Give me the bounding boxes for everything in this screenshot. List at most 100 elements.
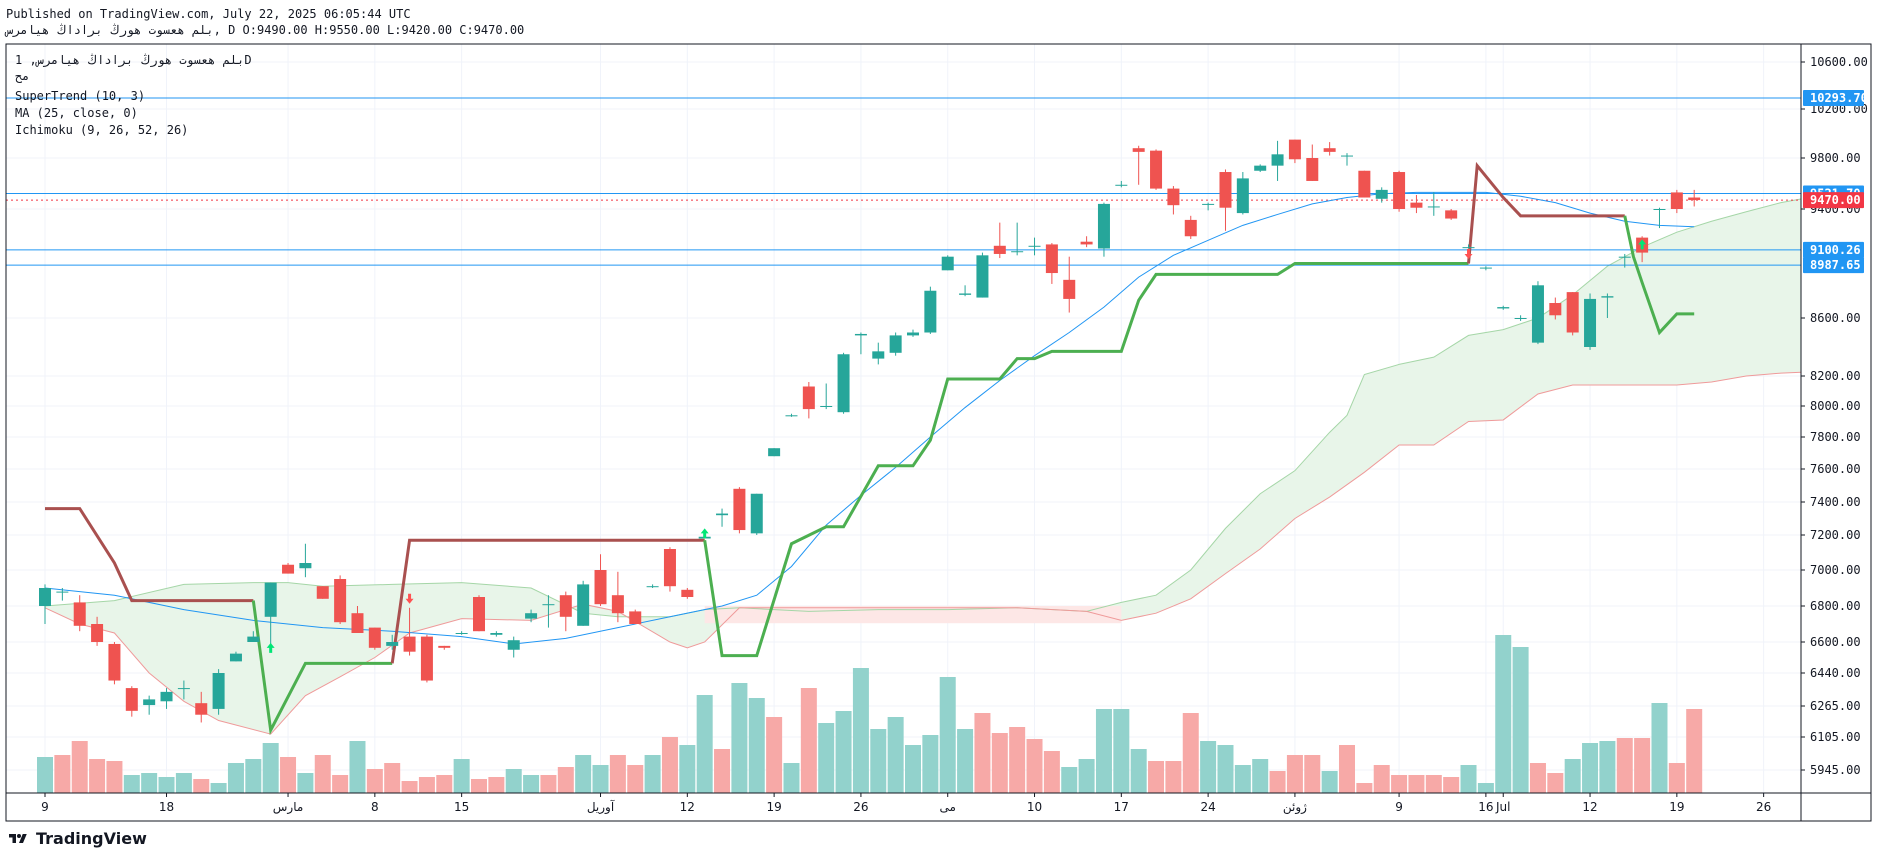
candle[interactable] xyxy=(1618,253,1631,268)
candle[interactable] xyxy=(1080,236,1093,248)
candle[interactable] xyxy=(108,642,121,685)
candle[interactable] xyxy=(212,669,225,715)
candle[interactable] xyxy=(941,255,954,271)
candle[interactable] xyxy=(195,691,208,723)
candle[interactable] xyxy=(1514,315,1527,321)
candle[interactable] xyxy=(854,332,867,355)
candle[interactable] xyxy=(1150,149,1163,190)
candle[interactable] xyxy=(316,586,329,599)
candle[interactable] xyxy=(473,595,485,632)
candle[interactable] xyxy=(1584,293,1597,350)
price-axis-bg[interactable] xyxy=(1801,44,1871,793)
candle[interactable] xyxy=(1445,209,1458,220)
candle[interactable] xyxy=(542,595,555,628)
candle[interactable] xyxy=(646,584,659,588)
candle[interactable] xyxy=(629,609,642,624)
candle[interactable] xyxy=(490,631,503,637)
candle[interactable] xyxy=(889,332,902,356)
candle[interactable] xyxy=(91,616,104,646)
candle[interactable] xyxy=(420,634,433,683)
candle[interactable] xyxy=(403,607,416,656)
candle[interactable] xyxy=(1393,170,1406,212)
candle[interactable] xyxy=(681,588,694,599)
candle[interactable] xyxy=(1202,202,1215,211)
candle[interactable] xyxy=(507,636,520,658)
candle[interactable] xyxy=(368,627,381,650)
candle[interactable] xyxy=(802,382,815,419)
candle[interactable] xyxy=(351,606,364,633)
candle[interactable] xyxy=(1097,202,1110,257)
legend-ma[interactable]: MA (25, close, 0) xyxy=(15,106,138,120)
candle[interactable] xyxy=(611,571,624,623)
candle[interactable] xyxy=(993,222,1006,259)
candle[interactable] xyxy=(1011,222,1024,256)
candle[interactable] xyxy=(1028,237,1041,256)
candle[interactable] xyxy=(1688,189,1701,207)
candle[interactable] xyxy=(820,383,833,410)
candle[interactable] xyxy=(143,695,156,715)
candle[interactable] xyxy=(438,645,451,650)
candle[interactable] xyxy=(716,508,729,527)
candle[interactable] xyxy=(733,487,746,534)
time-axis-bg[interactable] xyxy=(6,793,1871,821)
candle[interactable] xyxy=(1288,139,1301,164)
candle[interactable] xyxy=(177,680,190,700)
candle[interactable] xyxy=(785,413,798,417)
candle[interactable] xyxy=(1601,293,1614,318)
candle[interactable] xyxy=(1254,164,1267,173)
candle[interactable] xyxy=(594,554,607,606)
candle[interactable] xyxy=(1358,170,1371,198)
candle[interactable] xyxy=(1236,172,1249,215)
candle[interactable] xyxy=(125,686,138,717)
candle[interactable] xyxy=(1427,192,1440,216)
candle[interactable] xyxy=(160,688,173,709)
tradingview-brand[interactable]: TradingView xyxy=(6,829,147,848)
candle[interactable] xyxy=(907,329,919,337)
candle[interactable] xyxy=(247,631,260,642)
candle[interactable] xyxy=(976,252,989,298)
candle[interactable] xyxy=(924,286,937,334)
candle[interactable] xyxy=(577,580,590,626)
legend-ichimoku[interactable]: Ichimoku (9, 26, 52, 26) xyxy=(15,123,189,137)
candle[interactable] xyxy=(1462,244,1475,249)
candle[interactable] xyxy=(56,588,69,601)
candle[interactable] xyxy=(299,543,312,578)
candle[interactable] xyxy=(1375,187,1388,203)
candle[interactable] xyxy=(1184,215,1197,239)
candle[interactable] xyxy=(525,609,538,623)
candle[interactable] xyxy=(282,563,295,574)
candle[interactable] xyxy=(1271,140,1284,181)
candle[interactable] xyxy=(1653,207,1666,229)
candle[interactable] xyxy=(1115,180,1128,188)
candle[interactable] xyxy=(1306,144,1319,181)
candle[interactable] xyxy=(1497,305,1510,310)
candle[interactable] xyxy=(750,493,763,535)
candle[interactable] xyxy=(768,448,781,457)
legend-supertrend[interactable]: SuperTrend (10, 3) xyxy=(15,89,146,103)
candle[interactable] xyxy=(1479,266,1492,271)
candle[interactable] xyxy=(455,631,468,635)
candle[interactable] xyxy=(959,285,972,297)
candle[interactable] xyxy=(1323,142,1336,156)
candle[interactable] xyxy=(837,352,850,414)
candle[interactable] xyxy=(1219,169,1232,231)
candle[interactable] xyxy=(1132,145,1145,185)
candle[interactable] xyxy=(386,634,399,650)
candle[interactable] xyxy=(39,584,51,624)
candle[interactable] xyxy=(1566,292,1579,336)
candle[interactable] xyxy=(559,591,572,632)
candle[interactable] xyxy=(1531,281,1544,345)
candle[interactable] xyxy=(1063,256,1076,313)
candle[interactable] xyxy=(663,547,676,592)
candle[interactable] xyxy=(1167,186,1180,215)
candle[interactable] xyxy=(1549,297,1562,320)
candle[interactable] xyxy=(334,575,347,624)
candle[interactable] xyxy=(229,651,242,662)
candle[interactable] xyxy=(1410,194,1423,214)
candle[interactable] xyxy=(1045,243,1058,284)
candle[interactable] xyxy=(1341,153,1353,166)
candle[interactable] xyxy=(264,582,277,652)
candle[interactable] xyxy=(1670,189,1683,214)
candle[interactable] xyxy=(73,595,86,632)
